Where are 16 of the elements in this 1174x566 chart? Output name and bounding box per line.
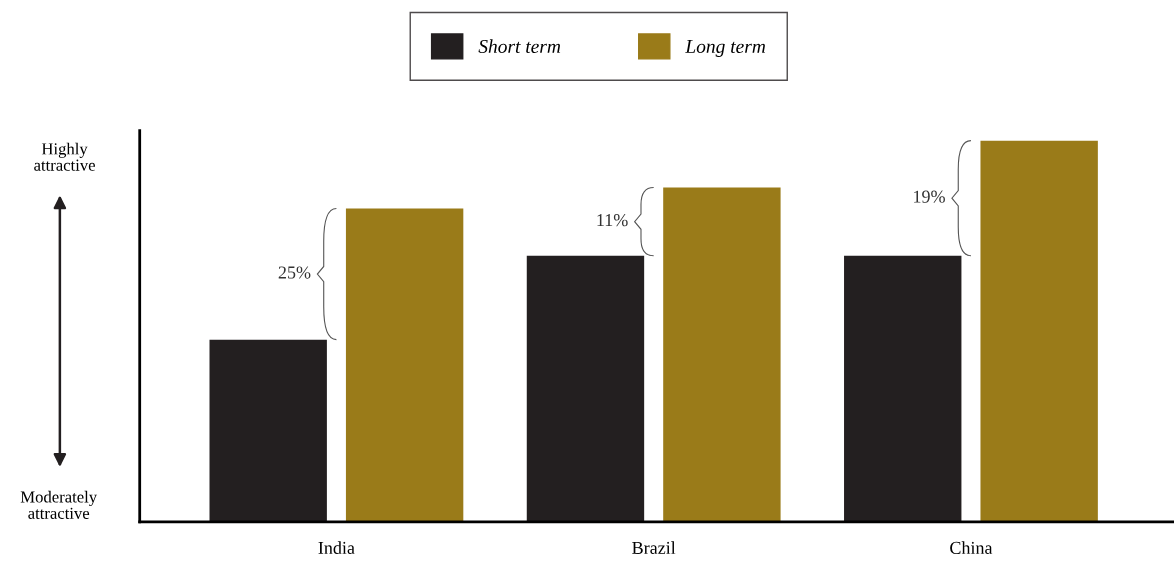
- bar: [209, 339, 327, 522]
- legend-label: Long term: [685, 40, 766, 57]
- bar: [526, 255, 645, 522]
- bar: [844, 255, 962, 522]
- annotation: 25%: [278, 266, 311, 279]
- x-tick-label: Brazil: [632, 541, 676, 554]
- bar: [345, 208, 464, 522]
- x-tick-label: China: [950, 541, 993, 554]
- x-tick-label: India: [318, 541, 355, 554]
- bar: [980, 140, 1098, 522]
- annotation: 19%: [914, 190, 945, 203]
- text: Moderately attractive: [20, 490, 98, 519]
- annotation: 11%: [597, 214, 628, 227]
- bar: [663, 187, 781, 522]
- legend-label: Short term: [478, 39, 561, 53]
- text: Highly attractive: [34, 142, 95, 171]
